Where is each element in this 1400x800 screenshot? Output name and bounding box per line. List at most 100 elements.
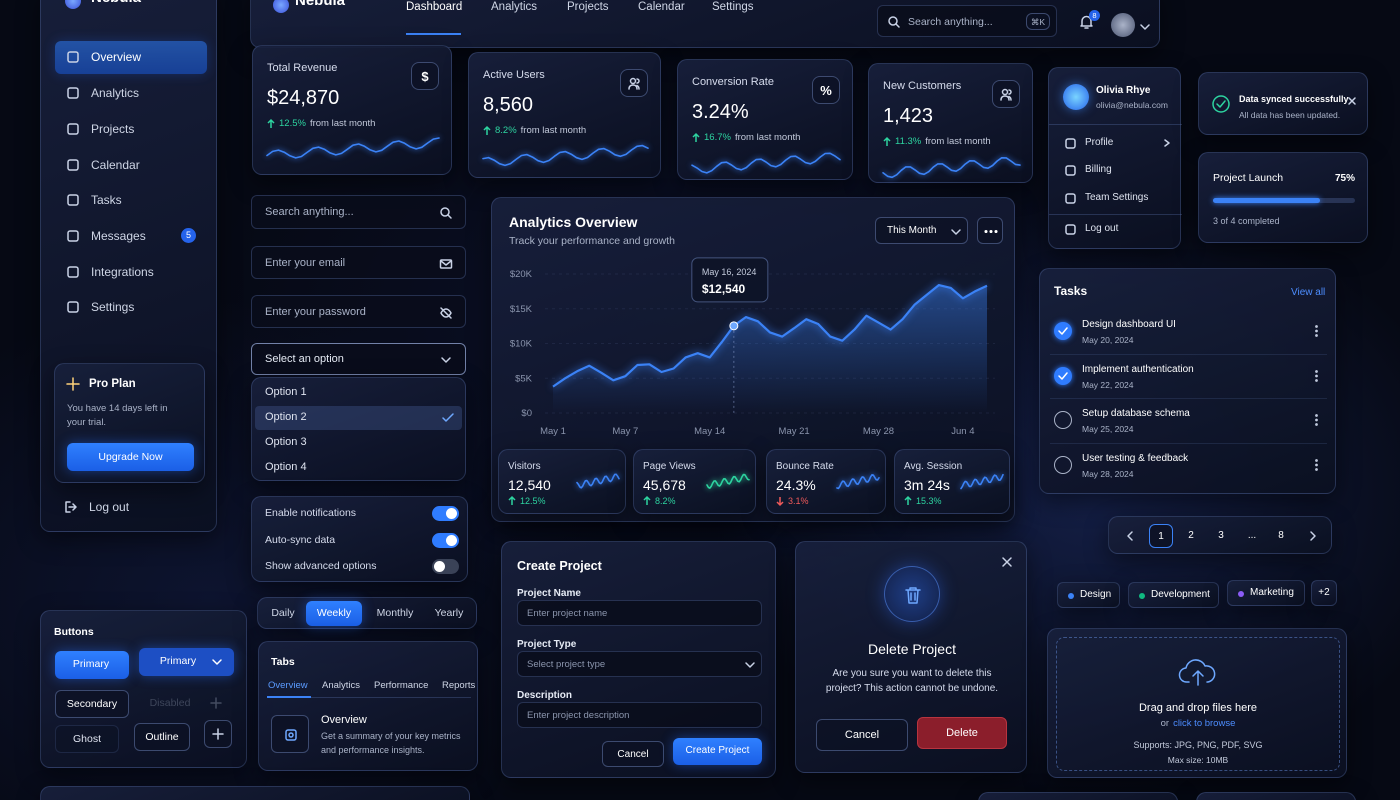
tag[interactable]: Marketing [1227, 580, 1305, 606]
plan-text: You have 14 days left in your trial. [67, 403, 168, 429]
segment[interactable]: Yearly [424, 601, 474, 626]
tab[interactable]: Performance [374, 680, 429, 691]
search-box[interactable]: Search anything... ⌘K [877, 5, 1057, 37]
tag-more[interactable]: +2 [1311, 580, 1337, 606]
create-button[interactable]: Create Project [673, 738, 762, 765]
tab-divider [267, 697, 471, 698]
segment[interactable]: Daily [262, 601, 304, 626]
page-button[interactable]: 2 [1179, 524, 1203, 548]
upgrade-button[interactable]: Upgrade Now [67, 443, 194, 471]
field-input[interactable]: Select project type [517, 651, 762, 677]
page-button[interactable]: 1 [1149, 524, 1173, 548]
stat-value: 3.24% [692, 101, 749, 123]
menu-item[interactable]: Team Settings [1085, 192, 1149, 203]
active-nav [55, 41, 207, 74]
toggle-switch[interactable] [432, 533, 459, 548]
nav-item[interactable]: Settings [91, 300, 135, 314]
icon-part [441, 357, 451, 363]
check-icon [442, 412, 454, 424]
disabled-button[interactable]: Disabled [141, 690, 201, 718]
bell-icon [1080, 15, 1093, 29]
add-button-disabled[interactable] [204, 691, 228, 715]
field-label: Project Name [517, 588, 581, 599]
tooltip-value: $12,540 [702, 282, 746, 296]
outline-button[interactable]: Outline [134, 723, 190, 751]
tab[interactable]: Overview [268, 680, 308, 691]
select-option[interactable]: Option 4 [265, 461, 307, 473]
segment[interactable]: Monthly [366, 601, 424, 626]
segment[interactable]: Weekly [306, 601, 362, 626]
task-checkbox[interactable] [1054, 455, 1072, 474]
tag-name: Marketing [1250, 587, 1294, 598]
add-button[interactable] [204, 720, 232, 748]
icon-part [1065, 224, 1076, 235]
nav-link[interactable]: Calendar [638, 1, 685, 13]
tag[interactable]: Development [1128, 582, 1219, 608]
password-input[interactable]: Enter your password [251, 295, 466, 328]
icon-part [576, 473, 620, 489]
select-input[interactable]: Select an option [251, 343, 466, 375]
tab[interactable]: Analytics [322, 680, 361, 691]
nav-item[interactable]: Messages [91, 229, 146, 243]
cancel-button[interactable]: Cancel [816, 719, 908, 751]
menu-icon [1065, 138, 1076, 149]
nav-item[interactable]: Integrations [91, 265, 154, 279]
nav-item[interactable]: Tasks [91, 193, 122, 207]
nav-item[interactable]: Analytics [91, 86, 140, 100]
task-checkbox[interactable] [1054, 322, 1072, 340]
primary-menu-button[interactable]: Primary [139, 648, 234, 676]
period-label: This Month [887, 225, 937, 236]
page-button[interactable]: ... [1240, 524, 1264, 548]
nav-item[interactable]: Calendar [91, 158, 140, 172]
metric-label: Bounce Rate [776, 461, 834, 472]
field-placeholder: Enter project description [527, 710, 630, 721]
task-checkbox[interactable] [1054, 411, 1072, 429]
toggle-switch[interactable] [432, 506, 459, 521]
ghost-button[interactable]: Ghost [55, 725, 119, 753]
more-button[interactable] [977, 217, 1003, 244]
select-option[interactable]: Option 1 [265, 386, 307, 398]
secondary-button[interactable]: Secondary [55, 690, 129, 718]
page-button[interactable]: 3 [1209, 524, 1233, 548]
menu-item[interactable]: Billing [1085, 164, 1112, 175]
nav-link[interactable]: Analytics [491, 1, 538, 13]
logout[interactable]: Log out [89, 500, 130, 514]
field-input[interactable]: Enter project name [517, 600, 762, 626]
tab[interactable]: Reports [442, 680, 476, 691]
button-label: Disabled [149, 697, 191, 709]
metric-value: 12,540 [508, 477, 551, 493]
icon-part [1348, 97, 1356, 105]
icon-part [440, 259, 452, 266]
progress-title: Project Launch [1213, 172, 1284, 184]
period-dropdown[interactable]: This Month [875, 217, 968, 244]
page-button[interactable]: 8 [1269, 524, 1293, 548]
icon-part [905, 587, 921, 604]
nav-link[interactable]: Projects [567, 1, 609, 13]
view-all[interactable]: View all [1291, 287, 1326, 298]
select-option[interactable]: Option 2 [265, 411, 307, 423]
menu-item[interactable]: Profile [1085, 137, 1114, 148]
close-icon [1002, 557, 1012, 567]
nav-icon [67, 230, 79, 242]
select-option[interactable]: Option 3 [265, 436, 307, 448]
icon-part [440, 306, 452, 319]
panel-title: Tasks [1054, 284, 1088, 298]
nav-item[interactable]: Overview [91, 50, 142, 64]
cancel-button[interactable]: Cancel [602, 741, 664, 767]
nav-link[interactable]: Dashboard [406, 1, 463, 13]
nav-item[interactable]: Projects [91, 122, 135, 136]
field-input[interactable]: Enter project description [517, 702, 762, 728]
menu-item[interactable]: Log out [1085, 223, 1119, 234]
icon-part [210, 697, 222, 709]
icon-part [1164, 139, 1170, 147]
primary-button[interactable]: Primary [55, 651, 129, 679]
email-input[interactable]: Enter your email [251, 246, 466, 279]
toggle-switch[interactable] [432, 559, 459, 574]
tag-dot [1238, 591, 1244, 597]
task-checkbox[interactable] [1054, 366, 1072, 385]
nav-link[interactable]: Settings [712, 1, 754, 13]
browse-link[interactable]: click to browse [1173, 718, 1236, 729]
search-input[interactable]: Search anything... [251, 195, 466, 229]
delete-button[interactable]: Delete [917, 717, 1007, 749]
tag[interactable]: Design [1057, 582, 1120, 608]
